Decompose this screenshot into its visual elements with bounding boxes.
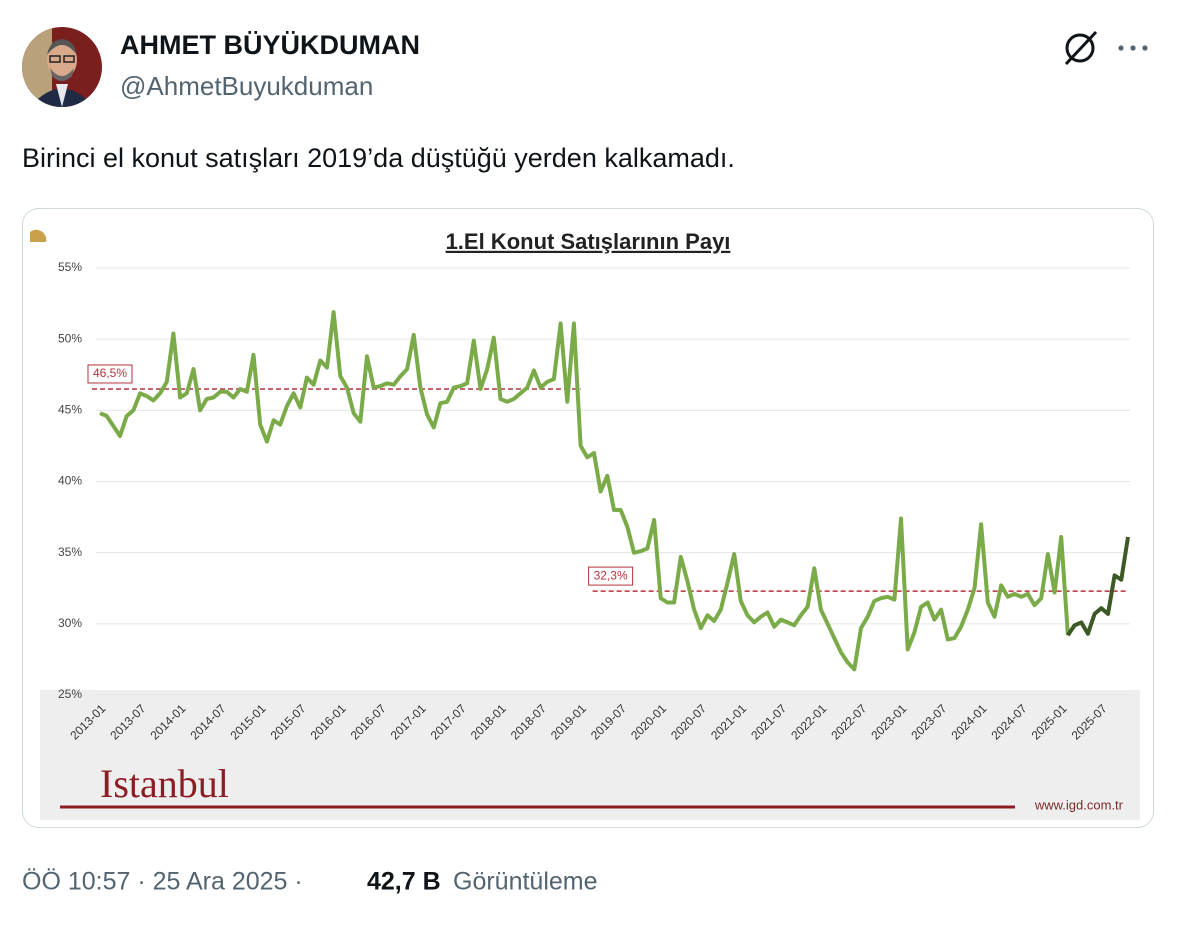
data-line xyxy=(1066,536,1130,637)
reference-label: 32,3% xyxy=(594,568,628,582)
reference-label-box xyxy=(87,364,133,384)
chart-card[interactable] xyxy=(22,208,1154,828)
skyline xyxy=(40,690,1140,820)
author-name[interactable]: AHMET BÜYÜKDUMAN xyxy=(120,30,420,60)
y-tick-label: 40% xyxy=(58,474,82,488)
grok-icon[interactable] xyxy=(1064,30,1098,66)
y-tick-label: 55% xyxy=(58,260,82,274)
chart-title: 1.El Konut Satışlarının Payı xyxy=(446,229,731,254)
corner-mark xyxy=(30,229,47,242)
reference-label-box xyxy=(588,566,634,586)
logo: Istanbul xyxy=(100,761,229,806)
views-label: Görüntüleme xyxy=(453,868,598,896)
y-tick-label: 50% xyxy=(58,331,82,345)
author-handle[interactable]: @AhmetBuyukduman xyxy=(120,71,373,101)
reference-label: 46,5% xyxy=(93,366,127,380)
tweet-text: Birinci el konut satışları 2019’da düştü… xyxy=(22,143,735,173)
y-tick-label: 25% xyxy=(58,687,82,701)
avatar[interactable] xyxy=(22,27,102,107)
source: www.igd.com.tr xyxy=(1034,797,1124,812)
y-tick-label: 35% xyxy=(58,545,82,559)
timestamp[interactable]: ÖÖ 10:57 · 25 Ara 2025 · xyxy=(22,868,303,896)
more-icon[interactable] xyxy=(1118,45,1148,51)
data-line xyxy=(99,310,1070,672)
y-tick-label: 30% xyxy=(58,616,82,630)
y-tick-label: 45% xyxy=(58,403,82,417)
view-count: 42,7 B xyxy=(367,868,441,896)
